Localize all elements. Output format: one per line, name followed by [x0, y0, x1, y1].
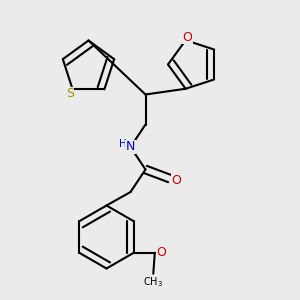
Text: H: H: [119, 139, 127, 149]
Text: O: O: [182, 31, 192, 44]
Text: N: N: [126, 140, 135, 154]
Text: S: S: [66, 87, 74, 100]
Text: CH$_3$: CH$_3$: [143, 275, 163, 289]
Text: O: O: [156, 246, 166, 259]
Text: O: O: [171, 173, 181, 187]
